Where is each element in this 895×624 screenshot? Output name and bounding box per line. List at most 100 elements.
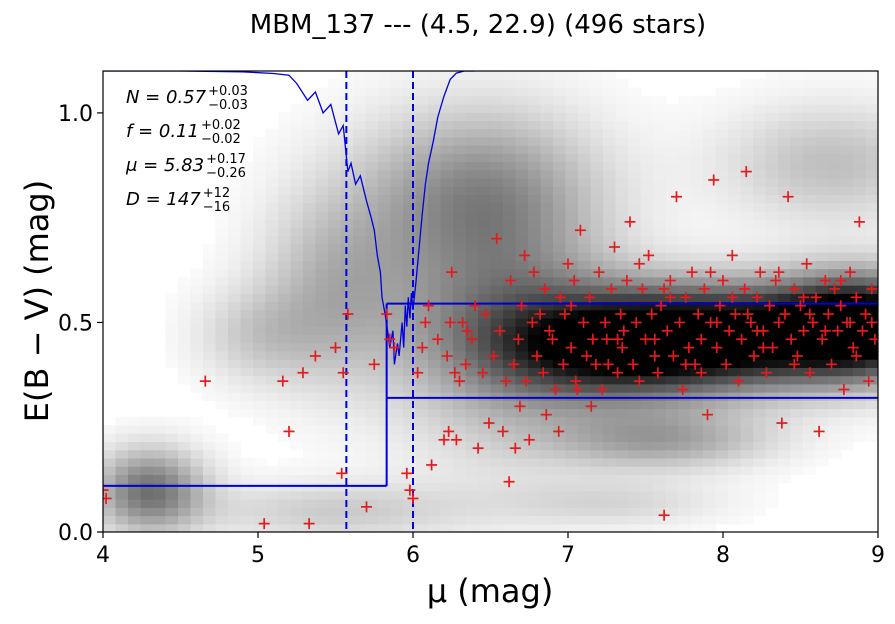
density-cell: [240, 499, 254, 508]
density-cell: [853, 71, 867, 80]
density-cell: [603, 441, 617, 451]
density-cell: [653, 523, 667, 532]
density-cell: [228, 227, 242, 237]
density-cell: [790, 194, 804, 204]
density-cell: [565, 441, 579, 451]
density-cell: [628, 210, 642, 220]
density-cell: [228, 375, 242, 385]
density-cell: [590, 490, 604, 500]
density-cell: [753, 408, 767, 418]
density-cell: [278, 392, 292, 401]
density-cell: [540, 375, 554, 385]
density-cell: [303, 317, 317, 327]
density-cell: [453, 523, 467, 532]
density-cell: [228, 523, 242, 532]
density-cell: [428, 449, 442, 459]
density-cell: [328, 136, 342, 146]
density-cell: [465, 285, 479, 294]
density-cell: [778, 342, 792, 352]
density-cell: [428, 490, 442, 500]
density-cell: [703, 161, 717, 171]
density-cell: [853, 178, 867, 187]
density-cell: [840, 153, 854, 163]
density-cell: [615, 441, 629, 451]
density-cell: [178, 375, 192, 385]
density-cell: [853, 317, 867, 327]
density-cell: [278, 490, 292, 500]
density-cell: [603, 400, 617, 410]
density-cell: [165, 507, 179, 517]
star-point: [748, 350, 760, 362]
density-cell: [365, 194, 379, 204]
density-cell: [690, 466, 704, 475]
density-cell: [590, 285, 604, 294]
density-cell: [503, 227, 517, 237]
density-cell: [715, 136, 729, 146]
density-cell: [328, 268, 342, 278]
density-cell: [740, 103, 754, 113]
density-cell: [815, 449, 829, 459]
density-cell: [165, 523, 179, 532]
density-cell: [840, 186, 854, 196]
star-point: [829, 283, 841, 295]
density-cell: [615, 408, 629, 418]
density-cell: [353, 252, 367, 261]
density-cell: [865, 243, 878, 253]
star-point: [590, 358, 602, 370]
star-point: [446, 266, 458, 278]
density-cell: [315, 334, 329, 344]
density-cell: [553, 457, 567, 467]
density-cell: [390, 367, 404, 377]
density-cell: [865, 194, 878, 204]
density-cell: [553, 507, 567, 517]
density-cell: [715, 383, 729, 393]
density-cell: [715, 400, 729, 410]
density-cell: [715, 219, 729, 229]
density-cell: [715, 128, 729, 138]
density-cell: [765, 169, 779, 179]
density-cell: [240, 309, 254, 319]
density-cell: [840, 120, 854, 130]
density-cell: [515, 350, 529, 360]
density-cell: [215, 293, 229, 303]
density-cell: [378, 161, 392, 171]
density-cell: [753, 359, 767, 368]
density-cell: [128, 424, 142, 434]
density-cell: [428, 169, 442, 179]
density-cell: [365, 400, 379, 410]
density-cell: [390, 186, 404, 196]
density-cell: [490, 285, 504, 294]
density-cell: [715, 285, 729, 294]
density-cell: [790, 235, 804, 245]
density-cell: [290, 359, 304, 368]
density-cell: [853, 268, 867, 278]
density-cell: [203, 276, 217, 286]
density-cell: [290, 424, 304, 434]
density-cell: [440, 490, 454, 500]
density-cell: [365, 326, 379, 336]
density-cell: [653, 359, 667, 368]
density-cell: [240, 359, 254, 368]
density-cell: [703, 194, 717, 204]
density-cell: [265, 194, 279, 204]
density-cell: [528, 260, 542, 270]
density-cell: [365, 103, 379, 113]
density-cell: [690, 243, 704, 253]
density-cell: [628, 87, 642, 97]
density-cell: [240, 375, 254, 385]
density-cell: [840, 136, 854, 146]
density-cell: [490, 474, 504, 484]
density-cell: [453, 128, 467, 138]
density-cell: [715, 424, 729, 434]
density-cell: [815, 235, 829, 245]
density-cell: [653, 186, 667, 196]
density-cell: [540, 474, 554, 484]
density-cell: [790, 317, 804, 327]
density-cell: [815, 457, 829, 467]
density-cell: [503, 350, 517, 360]
density-cell: [465, 128, 479, 138]
density-cell: [440, 482, 454, 492]
density-cell: [278, 523, 292, 532]
density-cell: [728, 515, 742, 525]
density-cell: [665, 523, 679, 532]
